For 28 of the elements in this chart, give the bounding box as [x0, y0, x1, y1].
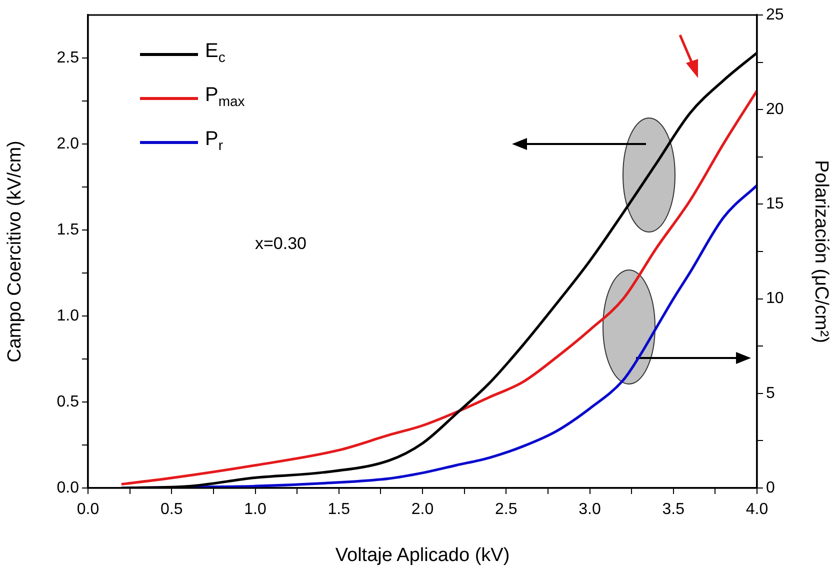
y-tick-label: 2.5	[56, 49, 80, 66]
y-axis-title: Campo Coercitivo (kV/cm)	[4, 140, 26, 362]
y2-tick-label: 10	[766, 290, 784, 308]
x-tick-label: 0.0	[76, 501, 100, 518]
y-tick-label: 0.5	[56, 393, 80, 410]
y-tick-label: 1.0	[56, 307, 80, 324]
y2-tick-label: 25	[766, 6, 784, 24]
annotation: x=0.30	[255, 234, 307, 254]
x-tick-label: 3.0	[578, 501, 601, 518]
x-tick-label: 3.5	[662, 501, 685, 518]
legend-label: P$_{max}$	[205, 83, 245, 111]
y2-tick-label: 5	[766, 384, 775, 402]
legend-label: P$_{r}$	[205, 127, 224, 155]
x-tick-label: 4.0	[746, 501, 768, 518]
x-tick-label: 1.0	[244, 501, 266, 518]
x-tick-label: 2.0	[411, 501, 434, 518]
x-tick-label: 0.5	[160, 501, 183, 518]
x-tick-label: 1.5	[328, 501, 350, 518]
y2-axis-title: Polarización (μC/cm²)	[810, 160, 832, 344]
x-axis-title: Voltaje Aplicado (kV)	[335, 544, 510, 566]
y2-tick-label: 20	[766, 101, 784, 118]
legend-label: E$_{c}$	[205, 39, 226, 67]
y2-tick-label: 0	[766, 479, 775, 496]
x-tick-label: 2.5	[495, 501, 518, 518]
y-tick-label: 2.0	[56, 135, 80, 152]
y-tick-label: 1.5	[56, 221, 80, 238]
y2-tick-label: 15	[766, 196, 784, 213]
y-tick-label: 0.0	[56, 479, 80, 496]
